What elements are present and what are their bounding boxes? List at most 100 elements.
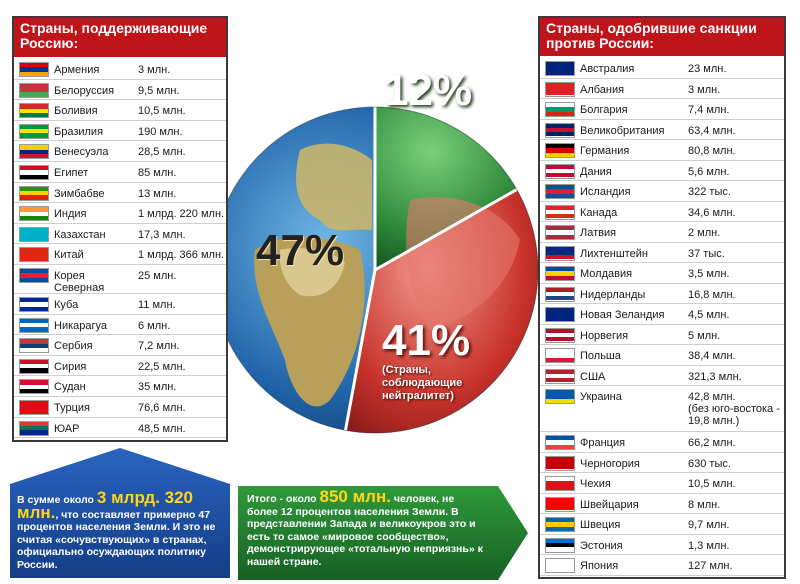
- country-name: Черногория: [580, 457, 640, 470]
- country-name: Албания: [580, 83, 625, 96]
- country-population: 85 млн.: [138, 167, 177, 179]
- country-row: Польша 38,4 млн.: [540, 345, 784, 366]
- flag-icon: [19, 268, 49, 283]
- flag-icon: [545, 307, 575, 322]
- supporting-countries-title: Страны, поддерживающие Россию:: [14, 18, 226, 57]
- flag-icon: [545, 455, 575, 471]
- country-name: Лихтенштейн: [580, 247, 648, 260]
- flag-icon: [19, 420, 49, 436]
- flag-icon: [19, 123, 49, 139]
- flag-icon: [545, 184, 575, 199]
- country-population: 23 млн.: [688, 63, 727, 75]
- blue-callout-shape: [10, 448, 230, 578]
- percent-neutral: 41%: [382, 316, 471, 365]
- country-population: 5 млн.: [688, 329, 721, 342]
- country-population: 7,4 млн.: [688, 104, 730, 116]
- flag-icon: [19, 206, 49, 222]
- country-row: Венесуэла 28,5 млн.: [14, 141, 226, 162]
- country-row: Чехия 10,5 млн.: [540, 473, 784, 494]
- country-row: Германия 80,8 млн.: [540, 140, 784, 161]
- flag-icon: [19, 185, 49, 201]
- country-population: 6 млн.: [138, 319, 171, 332]
- country-name: Бразилия: [54, 125, 104, 138]
- country-population: 2 млн.: [688, 227, 721, 239]
- country-name: Венесуэла: [54, 146, 109, 159]
- country-row: Египет 85 млн.: [14, 162, 226, 183]
- percent-neutral-note: (Страны, соблюдающие нейтралитет): [382, 364, 463, 402]
- supporting-summary-total: 3 млрд. 320 млн.: [17, 488, 194, 522]
- country-row: Эстония 1,3 млн.: [540, 535, 784, 555]
- flag-icon: [545, 389, 575, 404]
- country-population: 190 млн.: [138, 125, 183, 138]
- country-population: 10,5 млн.: [688, 478, 736, 490]
- country-population: 3 млн.: [688, 83, 721, 96]
- country-population: 38,4 млн.: [688, 350, 736, 362]
- country-population: 9,7 млн.: [688, 519, 730, 531]
- country-row: Дания 5,6 млн.: [540, 161, 784, 181]
- country-population: 17,3 млн.: [138, 228, 186, 241]
- flag-icon: [19, 82, 49, 98]
- country-name: Швейцария: [580, 498, 639, 511]
- country-name: Индия: [54, 208, 87, 221]
- country-name: США: [580, 370, 606, 383]
- sanctions-summary-total: 850 млн.: [319, 487, 391, 506]
- country-name: Франция: [580, 437, 626, 449]
- country-population: 13 млн.: [138, 187, 177, 200]
- country-name: Куба: [54, 299, 79, 311]
- country-name: Эстония: [580, 539, 623, 552]
- country-population: 127 млн.: [688, 560, 733, 572]
- flag-icon: [545, 327, 575, 343]
- country-population: 28,5 млн.: [138, 146, 186, 159]
- country-population: 321,3 млн.: [688, 370, 742, 383]
- flag-icon: [19, 358, 49, 374]
- flag-icon: [545, 245, 575, 261]
- country-name: ЮАР: [54, 422, 80, 435]
- country-row: США 321,3 млн.: [540, 366, 784, 386]
- country-population: 16,8 млн.: [688, 288, 736, 301]
- country-population: 4,5 млн.: [688, 309, 730, 321]
- country-row: Сирия 22,5 млн.: [14, 356, 226, 377]
- flag-icon: [545, 61, 575, 76]
- country-population: 11 млн.: [138, 299, 176, 311]
- country-population: 630 тыс.: [688, 457, 731, 470]
- country-row: Турция 76,6 млн.: [14, 397, 226, 418]
- country-row: Казахстан 17,3 млн.: [14, 224, 226, 245]
- flag-icon: [545, 368, 575, 384]
- flag-icon: [19, 144, 49, 160]
- flag-icon: [545, 163, 575, 179]
- country-population: 42,8 млн. (без юго-востока - 19,8 млн.): [688, 391, 780, 427]
- country-name: Судан: [54, 381, 86, 394]
- country-row: Никарагуа 6 млн.: [14, 315, 226, 336]
- country-population: 5,6 млн.: [688, 165, 730, 178]
- country-name: Япония: [580, 560, 619, 572]
- country-row: ЮАР 48,5 млн.: [14, 418, 226, 439]
- country-population: 7,2 млн.: [138, 340, 180, 353]
- country-row: Судан 35 млн.: [14, 376, 226, 397]
- country-name: Молдавия: [580, 268, 633, 280]
- flag-icon: [545, 225, 575, 240]
- country-row: Япония 127 млн.: [540, 555, 784, 576]
- country-row: Албания 3 млн.: [540, 79, 784, 99]
- country-row: Швеция 9,7 млн.: [540, 514, 784, 535]
- country-name: Исландия: [580, 186, 631, 198]
- country-population: 22,5 млн.: [138, 360, 186, 373]
- country-row: Белоруссия 9,5 млн.: [14, 80, 226, 101]
- country-name: Белоруссия: [54, 84, 115, 97]
- globe: [212, 107, 538, 433]
- sanctions-countries-title: Страны, одобрившие санкции против России…: [540, 18, 784, 56]
- country-name: Корея Северная: [54, 270, 105, 294]
- flag-icon: [545, 517, 575, 532]
- country-name: Китай: [54, 249, 84, 262]
- flag-icon: [19, 338, 49, 354]
- flag-icon: [19, 400, 49, 415]
- flag-icon: [19, 379, 49, 395]
- country-name: Германия: [580, 145, 630, 157]
- country-name: Турция: [54, 402, 90, 414]
- flag-icon: [19, 165, 49, 180]
- country-name: Боливия: [54, 105, 98, 118]
- country-name: Нидерланды: [580, 288, 646, 301]
- flag-icon: [19, 103, 49, 119]
- flag-icon: [545, 537, 575, 553]
- country-name: Чехия: [580, 478, 611, 490]
